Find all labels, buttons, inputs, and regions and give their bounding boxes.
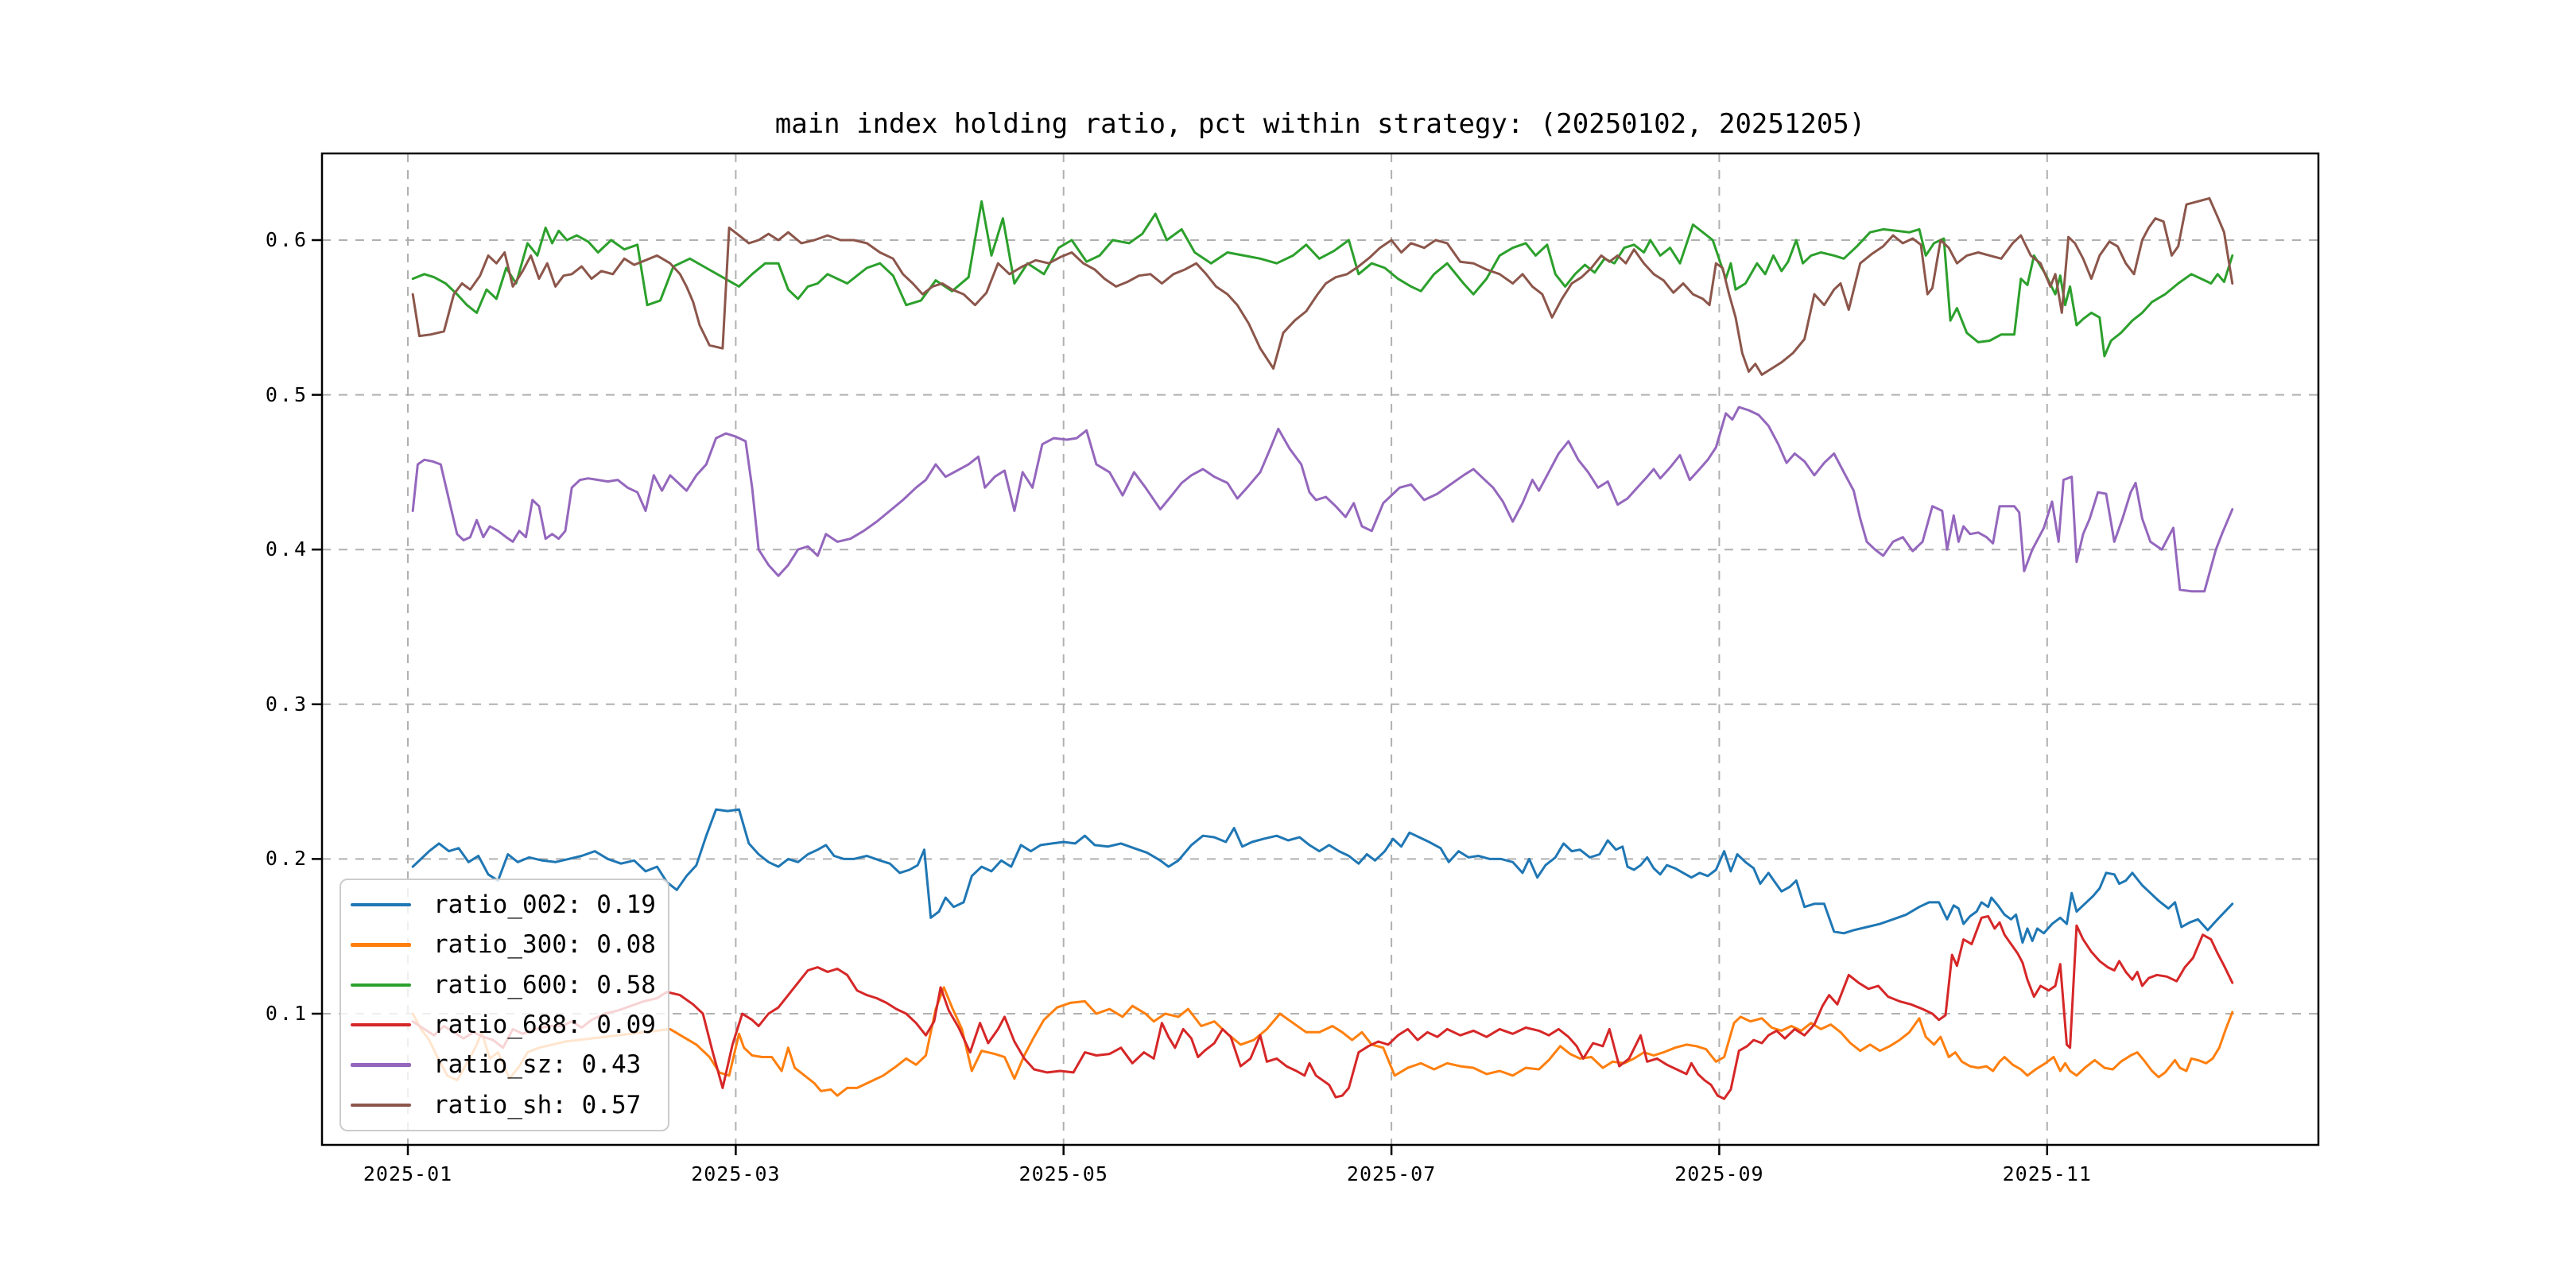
legend-line-icon <box>351 1063 411 1067</box>
series-line-ratio_sh <box>411 196 2234 376</box>
x-tick-label: 2025-07 <box>1346 1162 1437 1185</box>
legend-label: ratio_688: 0.09 <box>433 1011 656 1040</box>
legend: ratio_002: 0.19 ratio_300: 0.08 ratio_600:… <box>339 879 669 1131</box>
legend-label: ratio_600: 0.58 <box>433 970 656 999</box>
chart-title: main index holding ratio, pct within str… <box>774 108 1866 140</box>
x-tick-label: 2025-05 <box>1018 1162 1108 1185</box>
series-line-ratio_688 <box>411 914 2234 1100</box>
x-tick-label: 2025-01 <box>363 1162 453 1185</box>
legend-label: ratio_sz: 0.43 <box>433 1050 642 1080</box>
series-line-ratio_sz <box>411 405 2234 593</box>
legend-line-icon <box>351 1103 411 1108</box>
legend-label: ratio_002: 0.19 <box>433 890 656 920</box>
legend-line-icon <box>351 943 411 947</box>
legend-row-ratio_sz: ratio_sz: 0.43 <box>341 1046 668 1084</box>
axes-frame <box>320 152 2320 1146</box>
legend-row-ratio_600: ratio_600: 0.58 <box>341 965 668 1004</box>
legend-label: ratio_300: 0.08 <box>433 930 656 960</box>
x-tick-label: 2025-09 <box>1674 1162 1764 1185</box>
y-tick-label: 0.5 <box>265 382 308 406</box>
legend-row-ratio_688: ratio_688: 0.09 <box>341 1006 668 1045</box>
series-line-ratio_002 <box>411 808 2234 944</box>
y-tick-label: 0.2 <box>265 847 308 871</box>
legend-row-ratio_sh: ratio_sh: 0.57 <box>341 1085 668 1124</box>
legend-row-ratio_002: ratio_002: 0.19 <box>341 886 668 925</box>
y-tick-label: 0.3 <box>265 692 308 716</box>
series-line-ratio_300 <box>411 986 2234 1097</box>
legend-line-icon <box>351 983 411 987</box>
legend-label: ratio_sh: 0.57 <box>433 1090 642 1119</box>
legend-line-icon <box>351 1022 411 1027</box>
y-tick-label: 0.6 <box>265 227 308 251</box>
series-line-ratio_600 <box>411 200 2234 358</box>
y-tick-label: 0.4 <box>265 537 308 561</box>
x-tick-label: 2025-11 <box>2002 1162 2092 1185</box>
y-tick-label: 0.1 <box>265 1001 308 1025</box>
legend-line-icon <box>351 902 411 907</box>
legend-row-ratio_300: ratio_300: 0.08 <box>341 925 668 964</box>
x-tick-label: 2025-03 <box>691 1162 781 1185</box>
